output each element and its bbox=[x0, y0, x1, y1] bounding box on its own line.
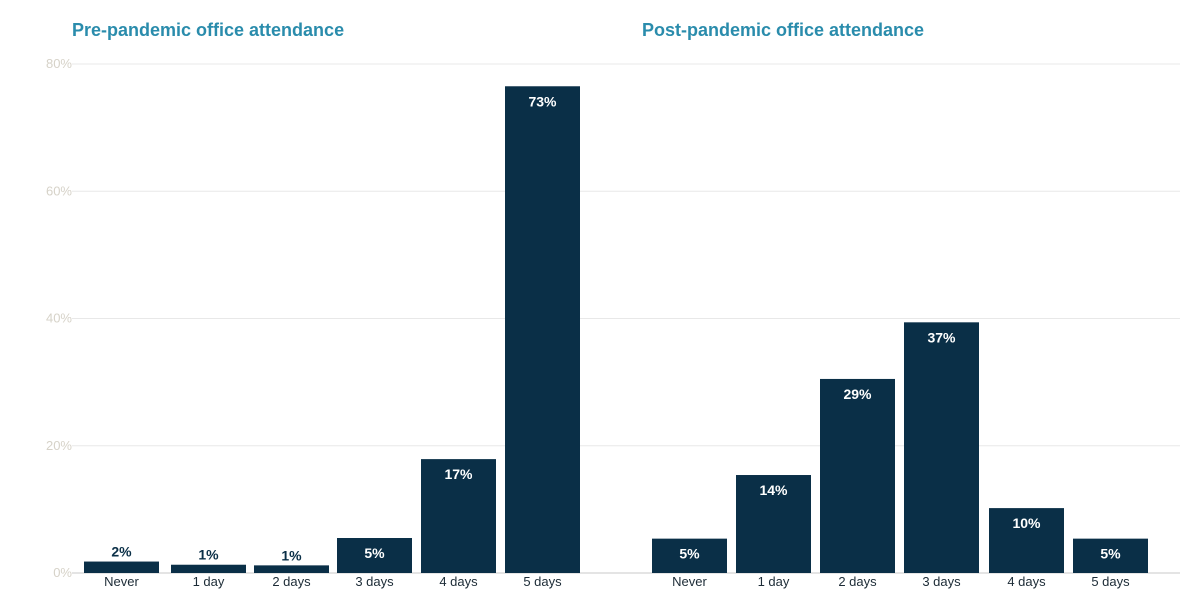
post-pandemic-category-label: 2 days bbox=[838, 574, 877, 589]
y-tick-label: 0% bbox=[53, 565, 72, 580]
post-pandemic-bar bbox=[904, 322, 979, 573]
post-pandemic-bar-value-label: 10% bbox=[1012, 515, 1041, 531]
pre-pandemic-category-label: 1 day bbox=[193, 574, 225, 589]
pre-pandemic-bar bbox=[421, 459, 496, 573]
post-pandemic-bar bbox=[736, 475, 811, 573]
post-pandemic-bar-value-label: 5% bbox=[679, 546, 700, 562]
pre-pandemic-category-label: 2 days bbox=[272, 574, 311, 589]
post-pandemic-bar-value-label: 14% bbox=[759, 482, 788, 498]
post-pandemic-bar-value-label: 5% bbox=[1100, 546, 1121, 562]
pre-pandemic-bar-value-label: 1% bbox=[198, 547, 219, 563]
post-pandemic-category-label: Never bbox=[672, 574, 707, 589]
pre-pandemic-category-label: Never bbox=[104, 574, 139, 589]
post-pandemic-bar bbox=[989, 508, 1064, 573]
y-tick-label: 20% bbox=[46, 438, 72, 453]
pre-pandemic-bar bbox=[337, 538, 412, 573]
pre-pandemic-bar bbox=[171, 564, 246, 573]
post-pandemic-category-label: 4 days bbox=[1007, 574, 1046, 589]
pre-pandemic-bar-value-label: 73% bbox=[528, 93, 557, 109]
post-pandemic-chart-title: Post-pandemic office attendance bbox=[642, 20, 925, 40]
y-tick-label: 40% bbox=[46, 311, 72, 326]
post-pandemic-category-label: 3 days bbox=[922, 574, 961, 589]
pre-pandemic-category-label: 5 days bbox=[523, 574, 562, 589]
pre-pandemic-category-label: 4 days bbox=[439, 574, 478, 589]
pre-pandemic-bar bbox=[84, 561, 159, 573]
post-pandemic-bar bbox=[820, 378, 895, 573]
post-pandemic-bar-value-label: 29% bbox=[843, 386, 872, 402]
pre-pandemic-bar-value-label: 17% bbox=[444, 466, 473, 482]
pre-pandemic-chart-title: Pre-pandemic office attendance bbox=[72, 20, 345, 40]
y-tick-label: 60% bbox=[46, 183, 72, 198]
pre-pandemic-category-label: 3 days bbox=[355, 574, 394, 589]
pre-pandemic-bar-value-label: 2% bbox=[111, 544, 132, 560]
pre-pandemic-bar-value-label: 5% bbox=[364, 545, 385, 561]
pre-pandemic-bar bbox=[254, 565, 329, 573]
pre-pandemic-bar-value-label: 1% bbox=[281, 547, 302, 563]
post-pandemic-category-label: 1 day bbox=[758, 574, 790, 589]
post-pandemic-category-label: 5 days bbox=[1091, 574, 1130, 589]
pre-pandemic-bar bbox=[505, 86, 580, 574]
post-pandemic-bar bbox=[652, 538, 727, 573]
y-tick-label: 80% bbox=[46, 56, 72, 71]
post-pandemic-bar-value-label: 37% bbox=[927, 329, 956, 345]
post-pandemic-bar bbox=[1073, 538, 1148, 573]
